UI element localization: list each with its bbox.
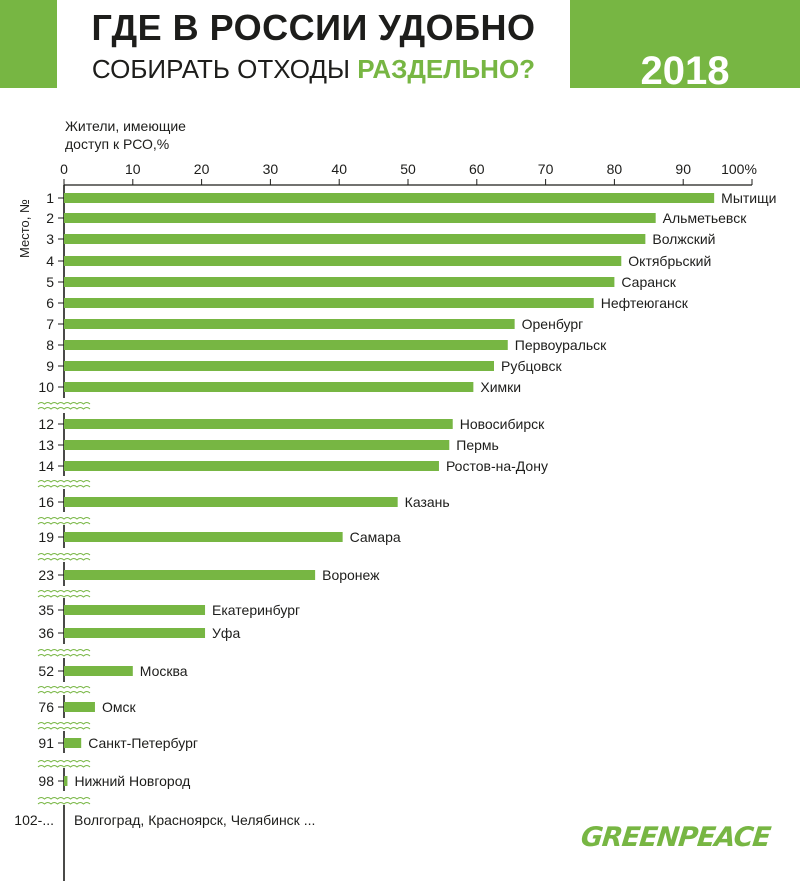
x-tick-label: 40	[331, 161, 347, 177]
rank-label: 2	[46, 210, 54, 226]
city-label: Оренбург	[522, 316, 584, 332]
city-label: Нижний Новгород	[74, 773, 190, 789]
rank-label: 4	[46, 253, 54, 269]
bar	[64, 532, 343, 542]
x-tick-label: 50	[400, 161, 416, 177]
bar	[64, 193, 715, 203]
axis-break-mark	[37, 553, 91, 561]
x-tick-label: 30	[263, 161, 279, 177]
rank-label: 12	[38, 416, 54, 432]
axis-break-mark	[37, 402, 91, 410]
city-label: Самара	[350, 529, 401, 545]
city-label: Волгоград, Красноярск, Челябинск ...	[74, 812, 315, 828]
rank-label: 91	[38, 735, 54, 751]
bar	[64, 319, 515, 329]
rank-label: 52	[38, 663, 54, 679]
rank-label: 6	[46, 295, 54, 311]
bar	[64, 461, 439, 471]
bar	[64, 340, 508, 350]
bar	[64, 382, 474, 392]
rank-label: 14	[38, 458, 54, 474]
city-label: Октябрьский	[628, 253, 711, 269]
city-label: Саранск	[621, 274, 676, 290]
city-label: Казань	[405, 494, 450, 510]
city-label: Екатеринбург	[212, 602, 300, 618]
x-tick-label: 60	[469, 161, 485, 177]
bar	[64, 361, 494, 371]
x-tick-label: 90	[675, 161, 691, 177]
bar	[64, 440, 450, 450]
subtitle-text: СОБИРАТЬ ОТХОДЫ	[91, 54, 358, 84]
axis-break-mark	[37, 797, 91, 805]
bar	[64, 419, 453, 429]
bar	[64, 277, 615, 287]
city-label: Волжский	[652, 231, 715, 247]
bar	[64, 776, 68, 786]
city-label: Ростов-на-Дону	[446, 458, 548, 474]
rank-label: 76	[38, 699, 54, 715]
city-label: Мытищи	[721, 190, 776, 206]
x-axis-title: Жители, имеющие доступ к РСО,%	[65, 118, 186, 152]
bar	[64, 628, 206, 638]
axis-break-mark	[37, 760, 91, 768]
city-label: Рубцовск	[501, 358, 562, 374]
bar	[64, 298, 594, 308]
city-label: Пермь	[456, 437, 499, 453]
rank-label: 35	[38, 602, 54, 618]
rank-label: 36	[38, 625, 54, 641]
city-label: Химки	[480, 379, 521, 395]
rank-label: 3	[46, 231, 54, 247]
page-title: ГДЕ В РОССИИ УДОБНО	[57, 0, 570, 50]
city-label: Воронеж	[322, 567, 380, 583]
rank-label: 8	[46, 337, 54, 353]
city-label: Уфа	[212, 625, 240, 641]
city-label: Первоуральск	[515, 337, 607, 353]
page-subtitle: СОБИРАТЬ ОТХОДЫ РАЗДЕЛЬНО?	[57, 50, 570, 88]
axis-break-mark	[37, 649, 91, 657]
axis-break-mark	[37, 590, 91, 598]
city-label: Москва	[140, 663, 188, 679]
x-tick-label: 10	[125, 161, 141, 177]
rank-label: 9	[46, 358, 54, 374]
bar	[64, 702, 95, 712]
axis-break-mark	[37, 517, 91, 525]
bar	[64, 738, 82, 748]
x-tick-label: 0	[60, 161, 68, 177]
year-badge: 2018	[640, 49, 730, 93]
x-tick-label: 20	[194, 161, 210, 177]
header-accent-left	[0, 0, 57, 88]
city-label: Альметьевск	[663, 210, 748, 226]
rank-label: 102-...	[14, 812, 54, 828]
rank-label: 16	[38, 494, 54, 510]
greenpeace-logo: GREENPEACE	[579, 822, 772, 853]
city-label: Санкт-Петербург	[88, 735, 198, 751]
bar	[64, 497, 398, 507]
rank-label: 1	[46, 190, 54, 206]
rank-label: 5	[46, 274, 54, 290]
x-tick-label: 70	[538, 161, 554, 177]
axis-break-mark	[37, 686, 91, 694]
rank-label: 19	[38, 529, 54, 545]
bar	[64, 605, 206, 615]
bar	[64, 666, 133, 676]
rank-label: 23	[38, 567, 54, 583]
header-accent-right	[570, 0, 800, 88]
x-tick-label: 80	[607, 161, 623, 177]
bar	[64, 256, 622, 266]
bar	[64, 570, 316, 580]
rank-label: 7	[46, 316, 54, 332]
city-label: Нефтеюганск	[601, 295, 689, 311]
subtitle-highlight: РАЗДЕЛЬНО?	[357, 54, 536, 84]
city-label: Новосибирск	[460, 416, 545, 432]
axis-break-mark	[37, 722, 91, 730]
rank-label: 10	[38, 379, 54, 395]
bar	[64, 213, 656, 223]
bar	[64, 234, 646, 244]
city-label: Омск	[102, 699, 137, 715]
rank-label: 98	[38, 773, 54, 789]
rank-label: 13	[38, 437, 54, 453]
axis-break-mark	[37, 480, 91, 488]
x-tick-label: 100%	[721, 161, 757, 177]
